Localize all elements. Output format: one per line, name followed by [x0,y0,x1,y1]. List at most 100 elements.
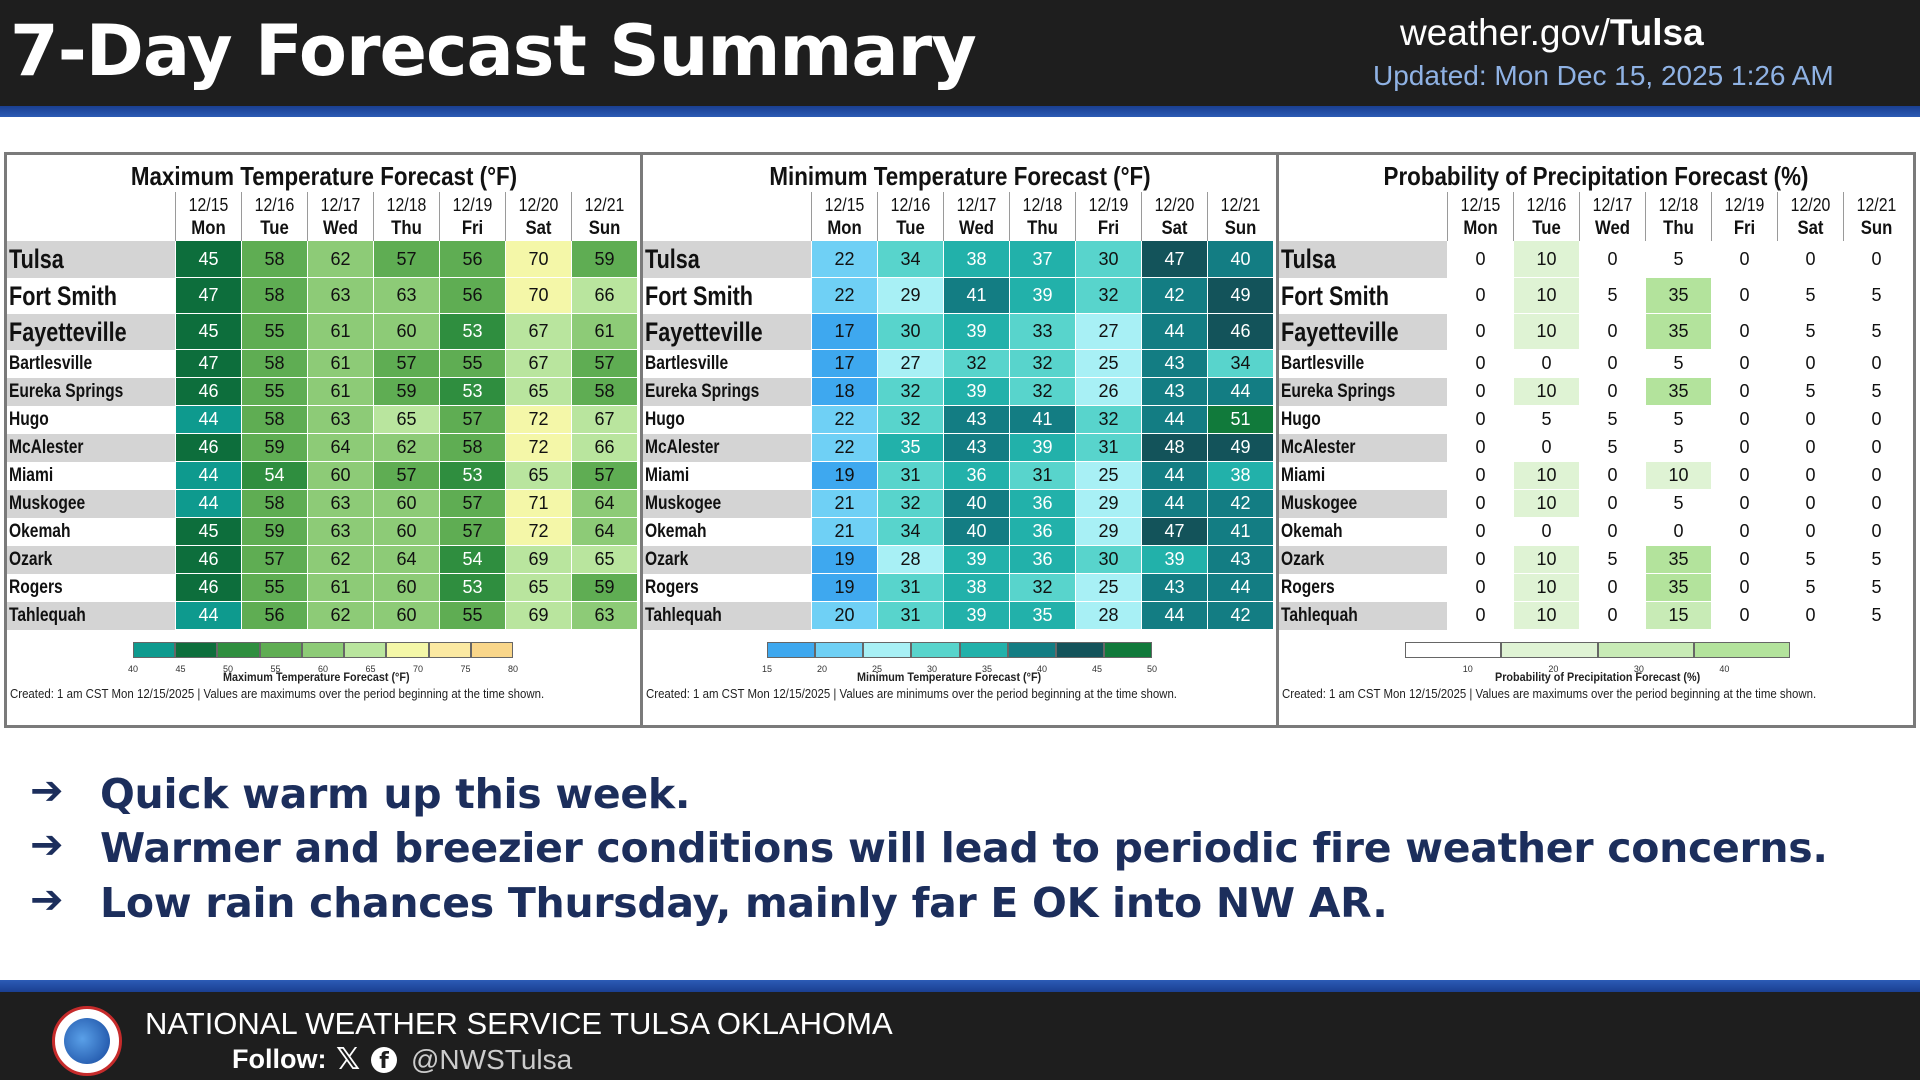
day-name: Fri [1733,218,1756,239]
forecast-cell: 5 [1645,434,1711,461]
legend-tick: 35 [981,664,993,674]
forecast-cell: 0 [1711,462,1777,489]
forecast-cell: 34 [877,518,943,545]
forecast-cell: 54 [439,546,505,573]
legend-swatch [959,642,1008,658]
row-shade [7,546,175,574]
forecast-cell: 30 [1075,241,1141,277]
forecast-cell: 5 [1579,546,1645,573]
legend-caption: Probability of Precipitation Forecast (%… [1495,670,1701,684]
forecast-cell: 59 [373,378,439,405]
day-header: 12/19 Fri [1711,192,1777,242]
forecast-cell: 0 [1777,490,1843,517]
forecast-cell: 47 [175,350,241,377]
day-name: Sat [1161,218,1188,239]
forecast-cell: 0 [1579,314,1645,349]
forecast-cell: 5 [1579,406,1645,433]
table-row: Muskogee 44 58 63 60 57 71 64 [7,490,641,518]
forecast-cell: 35 [1645,378,1711,405]
forecast-cell: 10 [1513,546,1579,573]
forecast-cell: 41 [1009,406,1075,433]
forecast-cell: 10 [1513,278,1579,313]
header-bar: 7-Day Forecast Summary weather.gov/Tulsa… [0,0,1920,106]
forecast-cell: 39 [943,314,1009,349]
forecast-cell: 0 [1447,406,1513,433]
forecast-cell: 72 [505,406,571,433]
day-date: 12/20 [1790,195,1831,215]
day-header: 12/16 Tue [877,192,943,242]
day-date: 12/19 [452,195,493,215]
forecast-cell: 0 [1579,241,1645,277]
forecast-cell: 41 [943,278,1009,313]
day-header: 12/16 Tue [1513,192,1579,242]
forecast-cell: 58 [439,434,505,461]
city-name: Ozark [9,549,53,570]
forecast-cell: 0 [1645,518,1711,545]
forecast-cell: 42 [1207,490,1273,517]
forecast-cell: 0 [1777,518,1843,545]
forecast-cell: 17 [811,350,877,377]
day-date: 12/16 [890,195,931,215]
forecast-cell: 0 [1711,518,1777,545]
panel-max: Maximum Temperature Forecast (°F) 12/15 Mo… [4,152,644,728]
forecast-cell: 58 [571,378,637,405]
forecast-cell: 69 [505,602,571,629]
forecast-cell: 35 [1645,574,1711,601]
forecast-cell: 62 [307,602,373,629]
forecast-cell: 0 [1711,278,1777,313]
forecast-cell: 54 [241,462,307,489]
city-name: Eureka Springs [9,381,124,402]
forecast-cell: 5 [1579,434,1645,461]
forecast-cell: 5 [1843,546,1909,573]
table-row: McAlester 0 0 5 5 0 0 0 [1279,434,1913,462]
legend-tick: 10 [1462,664,1473,674]
row-shade [643,434,811,462]
forecast-cell: 25 [1075,462,1141,489]
table-row: Rogers 0 10 0 35 0 5 5 [1279,574,1913,602]
legend-tick: 40 [127,664,139,674]
legend-tick: 30 [1633,664,1644,674]
forecast-cell: 62 [307,241,373,277]
forecast-cell: 22 [811,241,877,277]
table-row: McAlester 22 35 43 39 31 48 49 [643,434,1277,462]
row-shade [643,241,811,278]
day-name: Sun [588,218,621,239]
legend-tick: 55 [270,664,281,674]
forecast-cell: 0 [1579,602,1645,629]
row-shade [643,314,811,350]
table-row: Bartlesville 0 0 0 5 0 0 0 [1279,350,1913,378]
forecast-cell: 43 [1141,378,1207,405]
site-url[interactable]: weather.gov/Tulsa [1400,12,1704,54]
forecast-cell: 29 [1075,490,1141,517]
forecast-cell: 62 [373,434,439,461]
day-date: 12/15 [188,195,229,215]
forecast-cell: 57 [439,406,505,433]
forecast-cell: 0 [1777,462,1843,489]
forecast-cell: 36 [1009,518,1075,545]
forecast-cell: 32 [877,406,943,433]
forecast-cell: 43 [1141,350,1207,377]
forecast-cell: 32 [1009,378,1075,405]
forecast-cell: 58 [241,490,307,517]
social-handle[interactable]: @NWSTulsa [411,1044,573,1075]
city-name: Tulsa [645,244,700,274]
forecast-cell: 19 [811,574,877,601]
legend-tick: 20 [816,664,828,674]
row-shade [7,490,175,518]
facebook-icon[interactable]: f [371,1047,397,1074]
forecast-cell: 0 [1711,314,1777,349]
forecast-cell: 60 [373,574,439,601]
forecast-cell: 0 [1447,574,1513,601]
city-name: Okemah [645,521,707,542]
panel-min: Minimum Temperature Forecast (°F) 12/15 Mo… [640,152,1280,728]
forecast-cell: 62 [307,546,373,573]
forecast-cell: 64 [307,434,373,461]
forecast-cell: 32 [877,378,943,405]
legend-tick: 60 [317,664,329,674]
legend-swatch [1055,642,1104,658]
x-social-icon[interactable]: 𝕏 [336,1042,361,1077]
table-row: Okemah 21 34 40 36 29 47 41 [643,518,1277,546]
city-name: Hugo [9,409,49,430]
forecast-cell: 10 [1513,314,1579,349]
legend-swatch [1405,642,1502,658]
